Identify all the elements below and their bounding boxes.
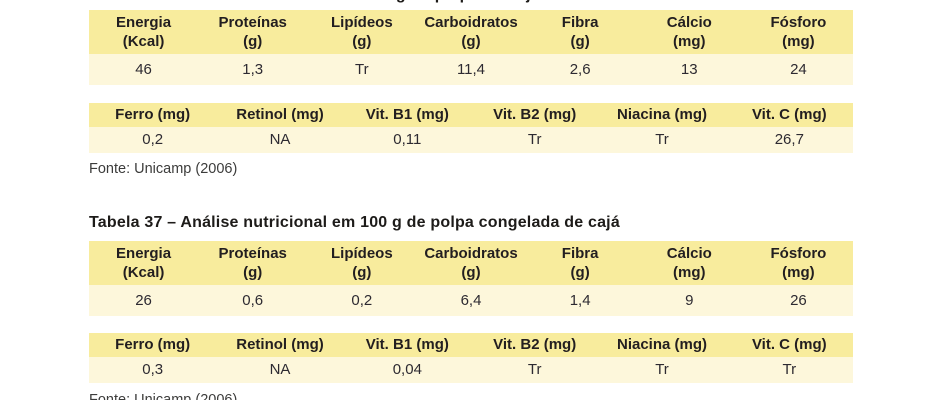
value-cell: 26 [135, 292, 152, 309]
value-cell: Tr [527, 131, 542, 148]
value-cell: NA [269, 361, 291, 378]
macro-header-row: Energia (Kcal) Proteínas (g) Lipídeos (g… [89, 10, 853, 54]
header-cell-carboidratos: Carboidratos (g) [416, 10, 525, 54]
value-cell: Tr [655, 361, 669, 378]
value-cell: 11,4 [456, 61, 486, 78]
value-cell: Tr [527, 361, 542, 378]
header-cell-niacina: Niacina (mg) [616, 336, 707, 353]
header-cell-energia: Energia (Kcal) [89, 10, 198, 54]
value-cell: 0,2 [142, 131, 164, 148]
value-cell: 13 [680, 61, 698, 78]
micro-header-row: Ferro (mg) Retinol (mg) Vit. B1 (mg) Vit… [89, 103, 853, 127]
value-cell: 26 [790, 292, 807, 309]
header-cell-fibra: Fibra (g) [526, 241, 635, 285]
header-cell-retinol: Retinol (mg) [236, 336, 324, 353]
value-cell: 0,2 [351, 292, 373, 309]
column-unit: (g) [352, 264, 372, 281]
content-column: Tabela 36 – Análise nutricional em 100 g… [89, 0, 853, 400]
header-cell-vit-b2: Vit. B2 (mg) [493, 336, 577, 353]
micro-header-row: Ferro (mg) Retinol (mg) Vit. B1 (mg) Vit… [89, 333, 853, 357]
header-cell-vit-b2: Vit. B2 (mg) [493, 106, 577, 123]
column-unit: (g) [243, 33, 263, 50]
value-cell: 0,11 [393, 131, 422, 148]
header-cell-energia: Energia (Kcal) [89, 241, 198, 285]
column-name: Fibra [561, 245, 599, 262]
header-cell-calcio: Cálcio (mg) [635, 10, 744, 54]
value-cell: 1,4 [569, 292, 591, 309]
column-unit: (Kcal) [122, 264, 165, 281]
table-37-section: Energia (Kcal) Proteínas (g) Lipídeos (g… [89, 241, 853, 400]
header-cell-vit-c: Vit. C (mg) [751, 336, 827, 353]
header-cell-vit-b1: Vit. B1 (mg) [365, 106, 449, 123]
header-cell-vit-c: Vit. C (mg) [751, 106, 827, 123]
table-gap [89, 85, 853, 103]
column-name: Lipídeos [331, 14, 393, 31]
column-name: Proteínas [218, 14, 287, 31]
column-unit: (mg) [673, 33, 706, 50]
header-cell-retinol: Retinol (mg) [236, 106, 324, 123]
column-unit: (Kcal) [122, 33, 165, 50]
micro-value-row: 0,3 NA 0,04 Tr Tr Tr [89, 357, 853, 383]
header-cell-fosforo: Fósforo (mg) [744, 241, 853, 285]
header-cell-carboidratos: Carboidratos (g) [416, 241, 525, 285]
value-cell: NA [269, 131, 291, 148]
value-cell: 0,3 [142, 361, 164, 378]
source-note: Fonte: Unicamp (2006) [89, 161, 238, 177]
micro-value-row: 0,2 NA 0,11 Tr Tr 26,7 [89, 127, 853, 153]
column-unit: (g) [570, 33, 590, 50]
header-cell-niacina: Niacina (mg) [616, 106, 707, 123]
column-name: Carboidratos [424, 245, 518, 262]
header-cell-lipideos: Lipídeos (g) [307, 241, 416, 285]
header-cell-fosforo: Fósforo (mg) [744, 10, 853, 54]
column-name: Proteínas [218, 245, 287, 262]
macro-value-row: 26 0,6 0,2 6,4 1,4 9 26 [89, 285, 853, 316]
value-cell: 24 [790, 61, 807, 78]
header-cell-proteinas: Proteínas (g) [198, 241, 307, 285]
header-cell-fibra: Fibra (g) [526, 10, 635, 54]
column-unit: (g) [461, 33, 481, 50]
value-cell: 2,6 [569, 61, 591, 78]
clipped-title-text: Tabela 36 – Análise nutricional em 100 g… [89, 0, 540, 4]
column-unit: (mg) [782, 264, 815, 281]
header-cell-ferro: Ferro (mg) [115, 336, 191, 353]
table-gap [89, 316, 853, 333]
column-name: Lipídeos [331, 245, 393, 262]
value-cell: Tr [355, 61, 369, 78]
column-name: Fósforo [770, 14, 827, 31]
table-36-section: Energia (Kcal) Proteínas (g) Lipídeos (g… [89, 10, 853, 178]
column-unit: (g) [570, 264, 590, 281]
column-unit: (g) [243, 264, 263, 281]
clipped-previous-table-title: Tabela 36 – Análise nutricional em 100 g… [89, 0, 853, 7]
macro-header-row: Energia (Kcal) Proteínas (g) Lipídeos (g… [89, 241, 853, 285]
value-cell: 0,04 [392, 361, 422, 378]
header-cell-vit-b1: Vit. B1 (mg) [365, 336, 449, 353]
column-unit: (g) [461, 264, 481, 281]
source-note-clipped: Fonte: Unicamp (2006) [89, 392, 238, 400]
value-cell: 9 [685, 292, 694, 309]
table-37-title: Tabela 37 – Análise nutricional em 100 g… [89, 214, 620, 231]
value-cell: Tr [782, 361, 797, 378]
value-cell: 0,6 [242, 292, 264, 309]
column-name: Cálcio [666, 245, 712, 262]
column-name: Fósforo [770, 245, 827, 262]
column-name: Carboidratos [424, 14, 518, 31]
column-unit: (g) [352, 33, 372, 50]
header-cell-calcio: Cálcio (mg) [635, 241, 744, 285]
value-cell: 1,3 [242, 61, 264, 78]
value-cell: 6,4 [460, 292, 482, 309]
value-cell: Tr [655, 131, 669, 148]
column-name: Cálcio [666, 14, 712, 31]
column-unit: (mg) [673, 264, 706, 281]
header-cell-lipideos: Lipídeos (g) [307, 10, 416, 54]
column-name: Energia [116, 14, 172, 31]
column-name: Energia [116, 245, 172, 262]
column-name: Fibra [561, 14, 599, 31]
value-cell: 46 [135, 61, 152, 78]
value-cell: 26,7 [774, 131, 804, 148]
header-cell-proteinas: Proteínas (g) [198, 10, 307, 54]
header-cell-ferro: Ferro (mg) [115, 106, 191, 123]
macro-value-row: 46 1,3 Tr 11,4 2,6 13 24 [89, 54, 853, 85]
column-unit: (mg) [782, 33, 815, 50]
